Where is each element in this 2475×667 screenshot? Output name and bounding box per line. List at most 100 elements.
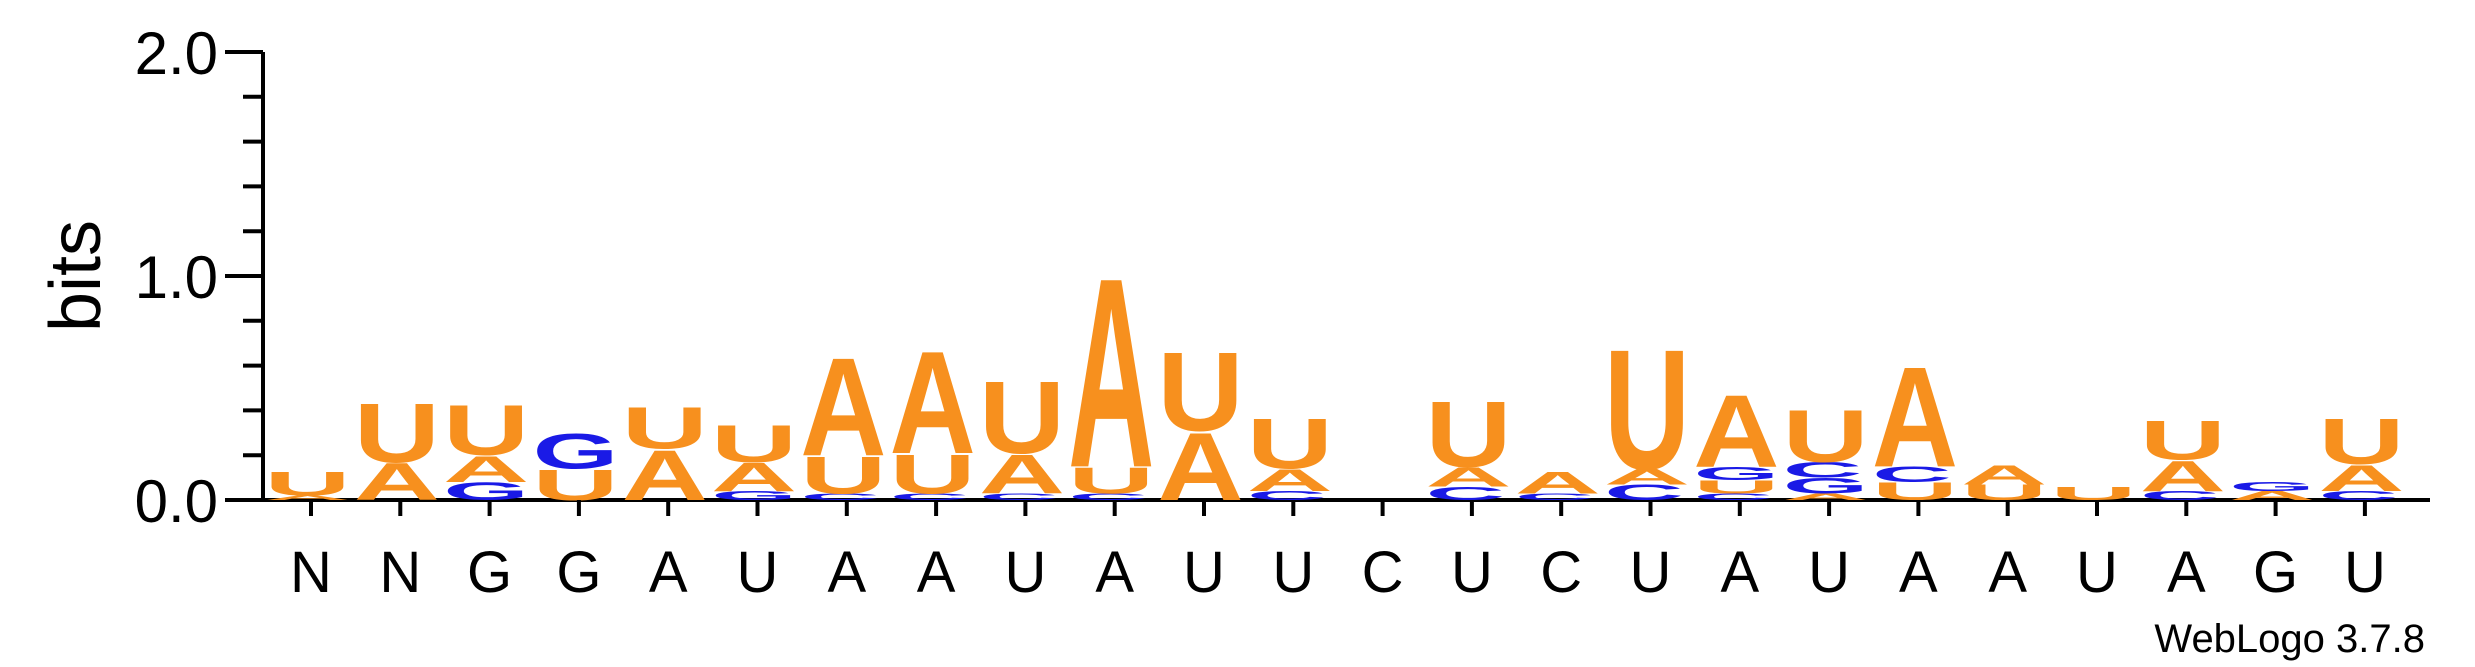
logo-letter-U: U [979,360,1065,475]
glyph-U: U [1783,395,1869,478]
glyph-G: G [443,478,529,506]
y-tick-label-0: 0.0 [135,468,218,535]
x-tick-label-14: U [1451,540,1493,605]
logo-letter-A: A [1961,459,2047,490]
glyph-U: U [1157,329,1243,455]
glyph-U: U [2050,483,2136,504]
x-ticks [309,500,2367,516]
logo-letter-A: A [979,443,1065,505]
logo-letter-C: C [979,492,1059,502]
logo-letter-A: A [890,322,976,485]
x-tick-label-7: A [827,540,866,605]
glyph-A: A [2140,452,2226,500]
logo-letter-C: C [1693,492,1773,502]
logo-letter-A: A [1872,337,1958,497]
glyph-A: A [1425,461,1511,492]
glyph-A: A [1783,492,1869,502]
glyph-C: C [2140,489,2220,503]
x-tick-label-1: N [290,540,332,605]
x-tick-label-3: G [467,540,512,605]
glyph-U: U [622,395,708,461]
logo-letter-U: U [1961,480,2047,504]
glyph-A: A [890,322,976,485]
glyph-U: U [1425,382,1511,486]
logo-letter-U: U [443,391,529,471]
logo-letter-U: U [1783,395,1869,478]
glyph-U: U [532,461,618,509]
glyph-A: A [1693,373,1779,488]
x-tick-label-8: A [917,540,956,605]
x-tick-label-10: A [1095,540,1134,605]
x-tick-label-4: G [556,540,601,605]
x-tick-label-21: U [2076,540,2118,605]
glyph-A: A [1872,337,1958,497]
glyph-U: U [890,443,976,505]
x-tick-label-9: U [1004,540,1046,605]
glyph-A: A [1515,465,1601,500]
logo-letter-C: C [1872,462,1952,486]
logo-letter-U: U [354,386,440,480]
glyph-G: G [1693,463,1779,484]
logo-letter-U: U [890,443,976,505]
glyph-C: C [1604,480,1684,504]
logo-letter-A: A [2229,489,2315,503]
glyph-U: U [443,391,529,471]
logo-letter-U: U [800,445,886,505]
glyph-C: C [800,492,880,502]
glyph-A: A [622,435,708,515]
logo-letter-A: A [1515,465,1601,500]
logo-letter-C: C [890,492,970,502]
y-tick-label-1: 1.0 [135,244,218,311]
logo-letter-G: G [2229,480,2315,494]
glyph-U: U [2140,409,2226,471]
logo-letter-U: U [2318,406,2404,479]
logo-letter-A: A [1157,414,1243,522]
logo-letter-C: C [1515,492,1595,502]
glyph-C: C [1515,492,1595,502]
glyph-A: A [800,328,886,485]
logo-letter-A: A [711,454,797,499]
glyph-C: C [890,492,970,502]
logo-letter-A: A [1425,461,1511,492]
glyph-U: U [1693,477,1779,498]
y-axis-label: bits [36,220,116,332]
logo-letter-C: C [2319,489,2399,503]
glyph-A: A [1604,465,1690,489]
logo-letter-A: A [2318,457,2404,499]
logo-letter-C: C [1426,483,1506,504]
logo-letter-G: G [443,478,529,506]
glyph-A: A [1247,463,1333,498]
logo-letter-C: C [1783,458,1863,482]
logo-letter-U: U [1693,477,1779,498]
logo-letter-C: C [800,492,880,502]
glyph-A: A [1068,223,1154,524]
logo-letter-U: U [1157,329,1243,455]
glyph-U: U [354,386,440,480]
logo-letter-G: G [1693,463,1779,484]
glyph-A: A [264,494,350,501]
logo-letter-A: A [1068,223,1154,524]
logo-letter-G: G [711,489,797,503]
glyph-G: G [1783,474,1869,498]
logo-letter-A: A [1693,373,1779,488]
x-tick-label-20: A [1988,540,2027,605]
logo-letter-U: U [622,395,708,461]
glyph-A: A [2318,457,2404,499]
x-tick-label-23: G [2253,540,2298,605]
glyph-G: G [711,489,797,503]
glyph-A: A [979,443,1065,505]
logo-letter-C: C [1247,489,1327,503]
glyph-G: G [2229,480,2315,494]
logo-letter-U: U [711,414,797,474]
glyph-C: C [1247,489,1327,503]
logo-letter-C: C [1068,492,1148,502]
glyph-U: U [1961,480,2047,504]
glyph-U: U [264,464,350,503]
logo-letter-A: A [800,328,886,485]
logo-letter-C: C [1604,480,1684,504]
logo-letter-C: C [2140,489,2220,503]
x-tick-label-2: N [379,540,421,605]
